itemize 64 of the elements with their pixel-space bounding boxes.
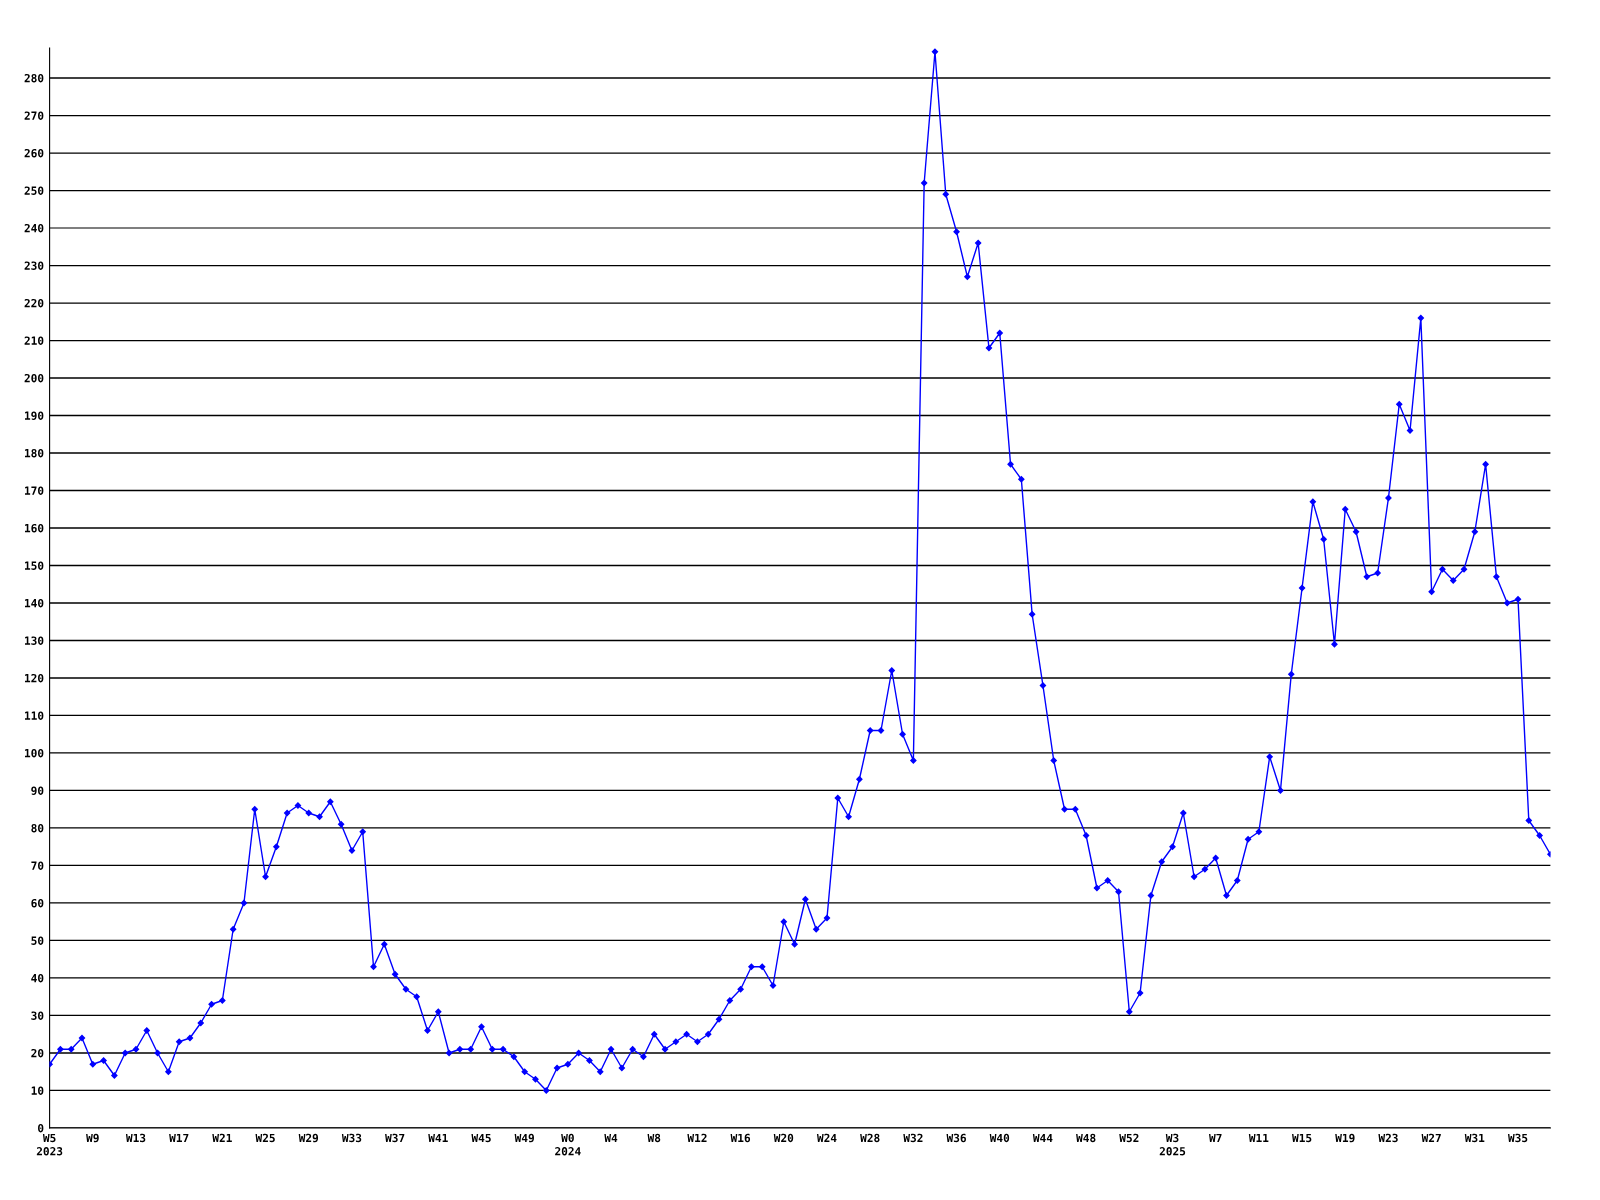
x-tick-label: W12 [687, 1133, 707, 1142]
y-tick-label: 10 [31, 1086, 44, 1095]
x-tick-label: W41 [428, 1133, 448, 1142]
x-tick-label: W13 [125, 1133, 146, 1143]
x-tick-label: W23 [1378, 1133, 1398, 1143]
y-tick-label: 60 [31, 898, 44, 908]
y-tick-label: 70 [31, 861, 44, 870]
y-tick-label: 50 [31, 936, 44, 945]
y-tick-label: 180 [25, 448, 44, 458]
x-tick-label: W5 2023 [36, 1133, 63, 1156]
x-tick-label: W0 2024 [555, 1133, 581, 1156]
x-tick-label: W15 [1292, 1133, 1312, 1143]
y-tick-label: 20 [31, 1048, 44, 1058]
x-tick-label: W29 [298, 1133, 319, 1143]
y-tick-label: 130 [25, 636, 44, 645]
x-tick-label: W40 [989, 1133, 1010, 1143]
x-tick-label: W44 [1032, 1133, 1053, 1142]
y-tick-label: 280 [24, 73, 44, 83]
x-tick-label: W49 [514, 1133, 534, 1143]
y-tick-label: 90 [31, 786, 44, 795]
x-tick-label: W24 [816, 1133, 837, 1142]
x-tick-label: W4 [604, 1133, 618, 1142]
y-tick-label: 30 [31, 1011, 44, 1020]
x-tick-label: W8 [647, 1133, 661, 1143]
x-tick-label: W31 [1464, 1133, 1485, 1143]
x-tick-label: W48 [1076, 1133, 1096, 1143]
x-tick-label: W7 [1209, 1133, 1222, 1142]
x-tick-label: W35 [1507, 1133, 1528, 1143]
x-tick-label: W37 [385, 1133, 405, 1143]
x-tick-label: W33 [341, 1133, 362, 1143]
y-tick-label: 220 [24, 298, 44, 308]
x-tick-label: W52 [1119, 1133, 1139, 1143]
x-tick-label: W32 [903, 1133, 923, 1143]
y-tick-label: 0 [38, 1123, 44, 1133]
y-tick-label: 260 [24, 148, 44, 158]
y-tick-label: 210 [24, 336, 44, 345]
y-tick-label: 150 [25, 561, 44, 570]
x-tick-label: W27 [1421, 1133, 1441, 1142]
y-tick-label: 200 [24, 373, 44, 383]
y-tick-label: 110 [25, 711, 44, 720]
y-tick-label: 190 [25, 411, 44, 420]
x-tick-label: W17 [169, 1133, 189, 1142]
y-tick-label: 160 [25, 523, 44, 533]
x-tick-label: W21 [212, 1133, 232, 1142]
x-tick-label: W16 [730, 1133, 751, 1143]
x-tick-label: W20 [773, 1133, 794, 1143]
y-tick-label: 100 [25, 748, 44, 758]
x-tick-label: W45 [471, 1133, 491, 1143]
y-tick-label: 120 [25, 673, 44, 683]
y-tick-label: 170 [25, 486, 44, 495]
y-tick-label: 80 [31, 823, 44, 833]
y-tick-label: 140 [25, 598, 44, 608]
x-tick-label: W3 2025 [1159, 1133, 1186, 1156]
y-tick-label: 270 [24, 111, 44, 120]
x-tick-label: W25 [255, 1133, 275, 1143]
y-tick-label: 230 [24, 261, 44, 270]
x-tick-label: W9 [86, 1133, 99, 1143]
x-tick-label: W28 [860, 1133, 880, 1143]
y-tick-label: 240 [24, 223, 44, 233]
x-tick-label: W19 [1335, 1133, 1355, 1143]
y-tick-label: 40 [31, 973, 44, 983]
y-tick-label: 250 [24, 186, 44, 195]
x-tick-label: W36 [946, 1133, 966, 1143]
x-tick-label: W11 [1248, 1133, 1269, 1142]
